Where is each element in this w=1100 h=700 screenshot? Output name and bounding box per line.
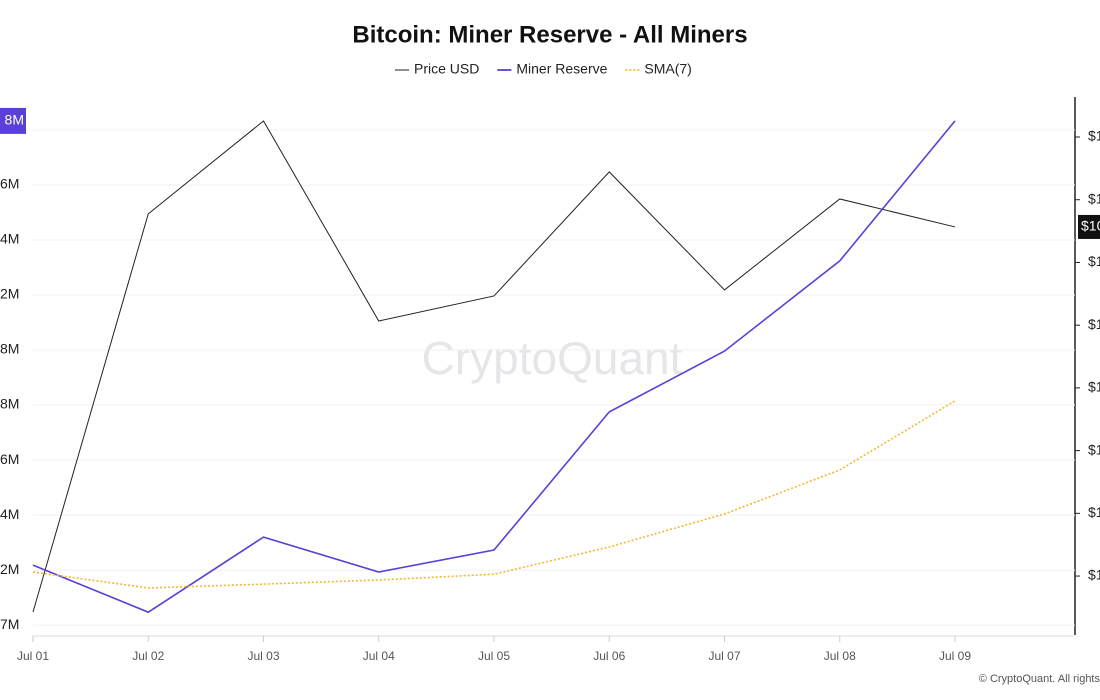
y2-tick-label: $1 xyxy=(1088,504,1100,520)
y-tick-label: 7M xyxy=(0,616,19,632)
series-line xyxy=(32,120,956,614)
x-tick-label: Jul 04 xyxy=(363,649,395,663)
y-tick-label: 2M xyxy=(0,561,19,577)
last-value-badge xyxy=(0,107,26,134)
chart-title: Bitcoin: Miner Reserve - All Miners xyxy=(352,21,747,48)
x-tick-label: Jul 06 xyxy=(593,649,625,663)
x-tick-label: Jul 08 xyxy=(824,649,856,663)
y2-tick-label: $1 xyxy=(1088,567,1100,583)
legend-label: Price USD xyxy=(414,61,479,77)
y2-tick-label: $1 xyxy=(1088,379,1100,395)
y-tick-label: 4M xyxy=(0,506,19,522)
x-tick-label: Jul 05 xyxy=(478,649,510,663)
x-tick-label: Jul 01 xyxy=(17,649,49,663)
series-line xyxy=(32,400,956,589)
y2-tick-label: $1 xyxy=(1088,253,1100,269)
y-tick-label: 6M xyxy=(0,176,19,192)
y-tick-label: 8M xyxy=(0,341,19,357)
x-tick-label: Jul 03 xyxy=(247,649,279,663)
legend-label: Miner Reserve xyxy=(516,61,607,77)
y-tick-label: 4M xyxy=(0,231,19,247)
series-line xyxy=(32,120,956,613)
x-tick-label: Jul 07 xyxy=(708,649,740,663)
y2-tick-label: $1 xyxy=(1088,190,1100,206)
y2-tick-label: $1 xyxy=(1088,128,1100,144)
watermark: CryptoQuant xyxy=(422,332,683,384)
footer: © CryptoQuant. All rights xyxy=(979,673,1100,685)
legend-label: SMA(7) xyxy=(644,61,691,77)
x-tick-label: Jul 09 xyxy=(939,649,971,663)
y-tick-label: 8M xyxy=(0,396,19,412)
last-value-label: 8M xyxy=(5,112,24,128)
last-value-label: $10 xyxy=(1081,218,1100,234)
y-tick-label: 6M xyxy=(0,451,19,467)
y2-tick-label: $1 xyxy=(1088,316,1100,332)
y-tick-label: 2M xyxy=(0,286,19,302)
x-tick-label: Jul 02 xyxy=(132,649,164,663)
y2-tick-label: $1 xyxy=(1088,441,1100,457)
last-value-badge xyxy=(1078,214,1100,239)
